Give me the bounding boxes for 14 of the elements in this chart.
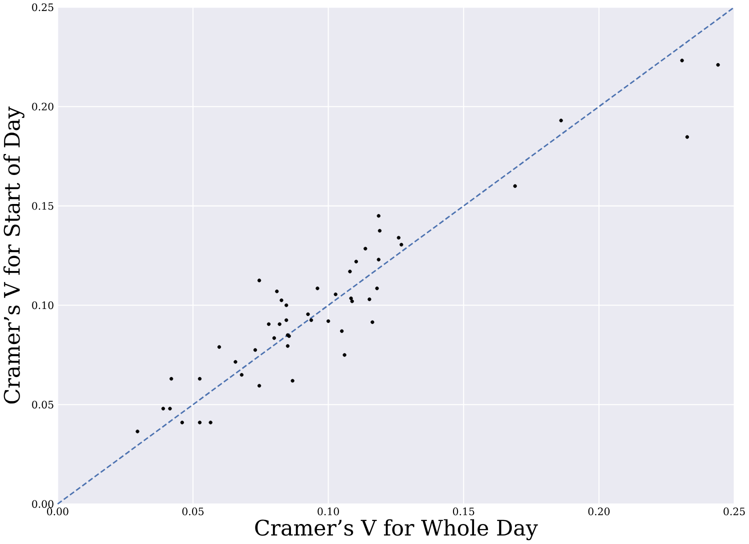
x-tick-label: 0.20 <box>588 508 610 516</box>
x-tick-label: 0.15 <box>452 508 474 516</box>
x-axis-title: Cramer’s V for Whole Day <box>255 519 538 540</box>
y-tick-label: 0.05 <box>32 400 54 409</box>
y-tick-label: 0.25 <box>32 4 54 12</box>
y-tick-label: 0.15 <box>32 202 54 210</box>
y-axis-title: Cramer’s V for Start of Day <box>3 106 24 404</box>
y-tick-label: 0.20 <box>32 102 54 111</box>
y-tick-label: 0.10 <box>32 302 54 310</box>
x-tick-label: 0.00 <box>46 508 68 516</box>
x-tick-label: 0.25 <box>724 508 745 516</box>
x-tick-label: 0.10 <box>318 508 339 516</box>
x-tick-label: 0.05 <box>182 508 204 516</box>
y-tick-label: 0.00 <box>32 500 54 508</box>
